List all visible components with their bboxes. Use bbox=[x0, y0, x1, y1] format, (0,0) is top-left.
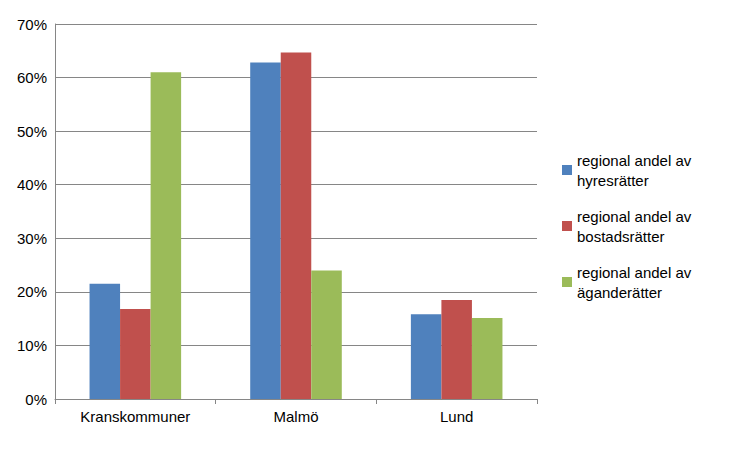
svg-text:Kranskommuner: Kranskommuner bbox=[80, 408, 190, 425]
svg-text:10%: 10% bbox=[17, 337, 47, 354]
svg-text:50%: 50% bbox=[17, 123, 47, 140]
svg-text:0%: 0% bbox=[25, 391, 47, 408]
svg-text:regional andel av: regional andel av bbox=[577, 152, 695, 169]
svg-text:30%: 30% bbox=[17, 230, 47, 247]
svg-text:60%: 60% bbox=[17, 69, 47, 86]
svg-text:bostadsrätter: bostadsrätter bbox=[577, 228, 665, 245]
svg-text:Lund: Lund bbox=[440, 408, 473, 425]
svg-text:regional andel av: regional andel av bbox=[577, 208, 695, 225]
svg-text:40%: 40% bbox=[17, 176, 47, 193]
svg-text:regional andel av: regional andel av bbox=[577, 264, 695, 281]
svg-text:20%: 20% bbox=[17, 283, 47, 300]
svg-text:hyresrätter: hyresrätter bbox=[577, 172, 649, 189]
svg-text:70%: 70% bbox=[17, 16, 47, 33]
svg-text:äganderätter: äganderätter bbox=[577, 284, 662, 301]
svg-text:Malmö: Malmö bbox=[273, 408, 318, 425]
